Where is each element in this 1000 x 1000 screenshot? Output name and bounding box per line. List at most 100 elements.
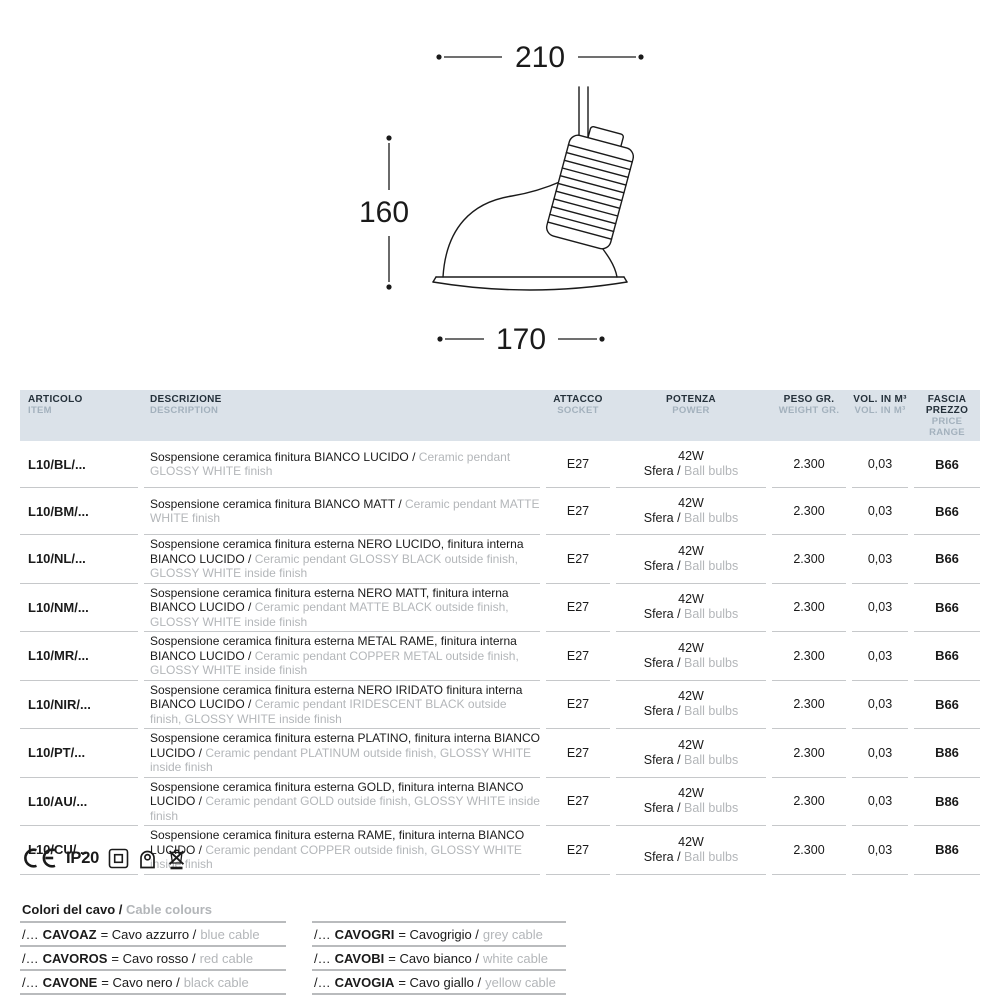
- dimension-label-bottom: 170: [496, 323, 546, 356]
- socket-cell: E27: [546, 681, 610, 729]
- table-row: L10/NIR/... Sospensione ceramica finitur…: [20, 681, 980, 729]
- description-english: Ceramic pendant MATTE BLACK outside fini…: [150, 600, 509, 629]
- power-cell: 42W Sfera / Ball bulbs: [616, 488, 766, 535]
- cable-colours-right-column: /… CAVOGRI = Cavogrigio / grey cable /… …: [312, 921, 566, 995]
- cable-code: CAVONE: [42, 974, 98, 990]
- power-italian: Sfera /: [643, 752, 681, 767]
- description-cell: Sospensione ceramica finitura esterna GO…: [144, 778, 540, 826]
- article-code: L10/NM/...: [20, 584, 138, 632]
- cable-name-english: black cable: [183, 974, 249, 990]
- dimension-label-top: 210: [515, 41, 565, 74]
- power-italian: Sfera /: [643, 511, 681, 525]
- power-italian: Sfera /: [643, 655, 681, 670]
- weight-cell: 2.300: [772, 441, 846, 488]
- power-cell: 42W Sfera / Ball bulbs: [616, 632, 766, 681]
- power-watts: 42W: [678, 640, 704, 655]
- description-italian: Sospensione ceramica finitura esterna ME…: [150, 634, 517, 663]
- power-italian: Sfera /: [643, 704, 681, 719]
- cable-name-italian: = Cavo giallo /: [398, 974, 482, 990]
- socket-cell: E27: [546, 778, 610, 826]
- socket-cell: E27: [546, 729, 610, 778]
- cable-colour-entry: /… CAVOROS = Cavo rosso / red cable: [20, 947, 286, 971]
- socket-cell: E27: [546, 632, 610, 681]
- volume-cell: 0,03: [852, 535, 908, 584]
- table-row: L10/CU/... Sospensione ceramica finitura…: [20, 826, 980, 875]
- power-cell: 42W Sfera / Ball bulbs: [616, 729, 766, 778]
- power-watts: 42W: [678, 496, 704, 510]
- price-range-cell: B86: [914, 826, 980, 875]
- article-code: L10/BL/...: [20, 441, 138, 488]
- volume-cell: 0,03: [852, 729, 908, 778]
- cable-code-prefix: /…: [22, 926, 39, 942]
- power-english: Ball bulbs: [684, 511, 739, 525]
- power-english: Ball bulbs: [684, 801, 739, 816]
- table-row: L10/NM/... Sospensione ceramica finitura…: [20, 584, 980, 632]
- description-english: Ceramic pendant PLATINUM outside finish,…: [150, 745, 532, 775]
- dimension-left: 160: [359, 135, 409, 290]
- volume-cell: 0,03: [852, 632, 908, 681]
- ce-mark-icon: [20, 847, 57, 869]
- power-italian: Sfera /: [643, 801, 681, 816]
- description-italian: Sospensione ceramica finitura esterna GO…: [150, 779, 524, 809]
- cable-name-italian: = Cavo azzurro /: [100, 926, 197, 942]
- description-english: Ceramic pendant GLOSSY BLACK outside fin…: [150, 551, 518, 581]
- power-english: Ball bulbs: [684, 655, 739, 670]
- power-italian: Sfera /: [643, 558, 681, 573]
- padlock-icon: [138, 848, 157, 869]
- power-english: Ball bulbs: [684, 607, 739, 622]
- power-italian: Sfera /: [643, 607, 681, 622]
- weight-cell: 2.300: [772, 535, 846, 584]
- power-watts: 42W: [678, 737, 704, 752]
- power-watts: 42W: [678, 689, 704, 704]
- rim-bottom: [432, 281, 628, 291]
- power-cell: 42W Sfera / Ball bulbs: [616, 826, 766, 875]
- cable-name-english: red cable: [199, 950, 254, 966]
- cable-colours-title-italian: Colori del cavo /: [22, 902, 123, 917]
- cable-name-italian: = Cavo bianco /: [388, 950, 479, 966]
- volume-cell: 0,03: [852, 441, 908, 488]
- price-range-cell: B86: [914, 729, 980, 778]
- cable-code-prefix: /…: [314, 926, 331, 942]
- power-english: Ball bulbs: [684, 752, 739, 767]
- power-cell: 42W Sfera / Ball bulbs: [616, 584, 766, 632]
- table-row: L10/AU/... Sospensione ceramica finitura…: [20, 778, 980, 826]
- product-table: ARTICOLO ITEM DESCRIZIONE DESCRIPTION ATTA…: [20, 390, 980, 875]
- description-italian: Sospensione ceramica finitura esterna NE…: [150, 537, 524, 566]
- description-italian: Sospensione ceramica finitura esterna NE…: [150, 585, 509, 615]
- description-cell: Sospensione ceramica finitura BIANCO LUC…: [144, 441, 540, 488]
- table-row: L10/BL/... Sospensione ceramica finitura…: [20, 441, 980, 488]
- description-cell: Sospensione ceramica finitura esterna PL…: [144, 729, 540, 778]
- table-row: L10/MR/... Sospensione ceramica finitura…: [20, 632, 980, 681]
- volume-cell: 0,03: [852, 488, 908, 535]
- cable-code-prefix: /…: [314, 974, 331, 990]
- cable-colours-left-column: Colori del cavo / Cable colours /… CAVOA…: [20, 900, 286, 995]
- column-header-price-range: FASCIA PREZZO PRICE RANGE: [925, 394, 969, 438]
- cable-code: CAVOAZ: [42, 926, 97, 942]
- table-row: L10/PT/... Sospensione ceramica finitura…: [20, 729, 980, 778]
- description-english: Ceramic pendant IRIDESCENT BLACK outside…: [150, 697, 507, 726]
- rim-edges: [432, 276, 628, 283]
- description-italian: Sospensione ceramica finitura esterna RA…: [150, 828, 525, 857]
- weight-cell: 2.300: [772, 632, 846, 681]
- description-cell: Sospensione ceramica finitura esterna ME…: [144, 632, 540, 681]
- weight-cell: 2.300: [772, 584, 846, 632]
- description-cell: Sospensione ceramica finitura esterna NE…: [144, 535, 540, 584]
- cable-code: CAVOGRI: [334, 926, 395, 942]
- lamp-outline: [432, 86, 635, 291]
- weight-cell: 2.300: [772, 681, 846, 729]
- cable-colours-title: Colori del cavo / Cable colours: [20, 900, 286, 923]
- power-english: Ball bulbs: [684, 464, 739, 478]
- socket-cell: E27: [546, 488, 610, 535]
- cable-name-english: white cable: [482, 950, 548, 966]
- weight-cell: 2.300: [772, 488, 846, 535]
- power-italian: Sfera /: [643, 849, 681, 864]
- price-range-cell: B66: [914, 681, 980, 729]
- power-watts: 42W: [678, 543, 704, 558]
- socket-cell: E27: [546, 535, 610, 584]
- cable-code: CAVOBI: [334, 950, 385, 966]
- volume-cell: 0,03: [852, 778, 908, 826]
- power-watts: 42W: [678, 786, 704, 801]
- power-english: Ball bulbs: [684, 704, 739, 719]
- cable-name-english: grey cable: [482, 926, 543, 942]
- volume-cell: 0,03: [852, 681, 908, 729]
